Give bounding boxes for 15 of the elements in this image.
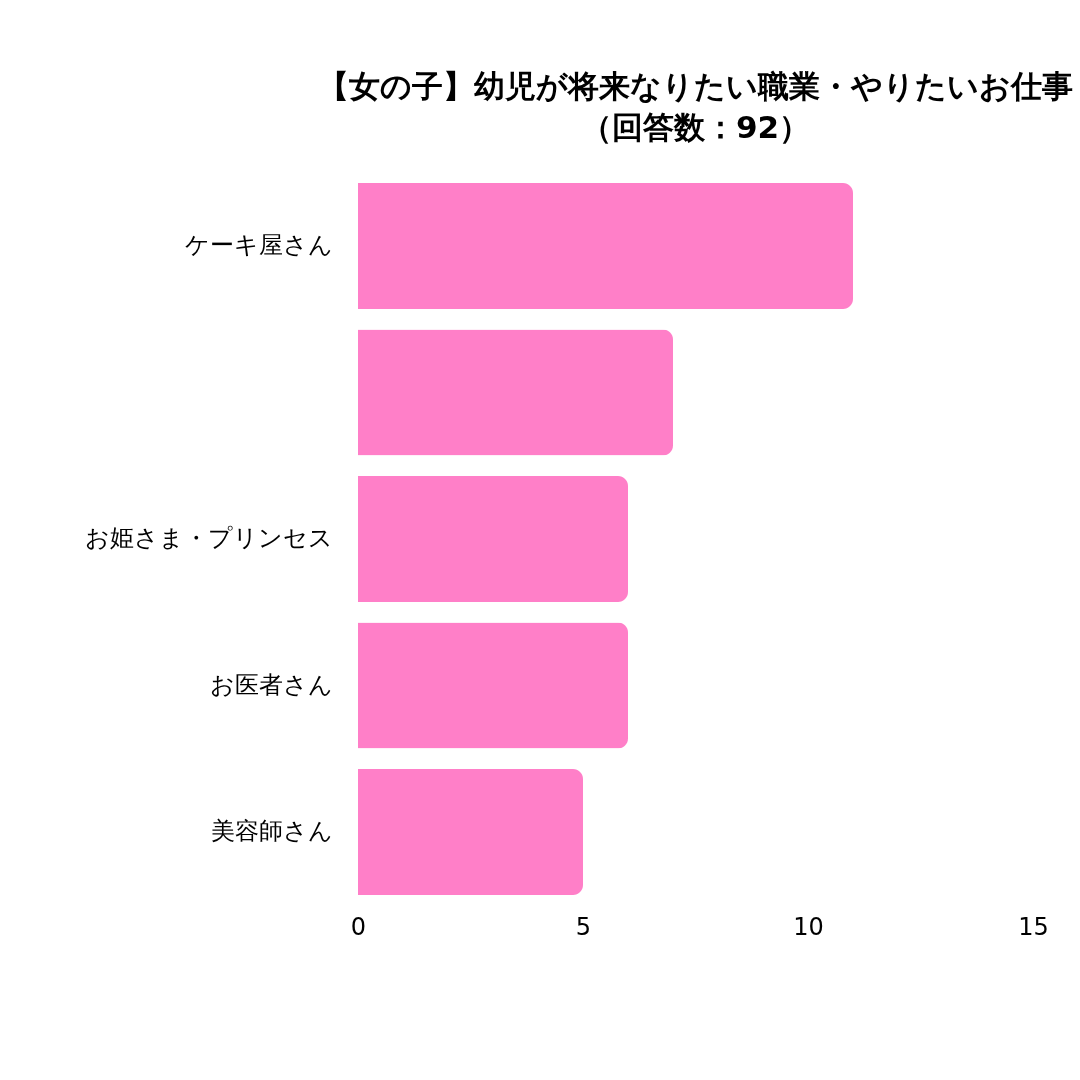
y-tick-label: ケーキ屋さん bbox=[184, 231, 333, 259]
x-tick-label: 10 bbox=[793, 912, 824, 941]
chart-title: 【女の子】幼児が将来なりたい職業・やりたいお仕事 bbox=[318, 68, 1073, 104]
y-tick-label: お医者さん bbox=[209, 670, 333, 699]
x-tick-label: 0 bbox=[350, 912, 367, 941]
bar bbox=[358, 769, 583, 895]
x-tick-label: 5 bbox=[575, 912, 592, 941]
bar bbox=[358, 476, 628, 602]
x-tick-label: 15 bbox=[1018, 912, 1049, 941]
bar bbox=[358, 329, 673, 456]
y-tick-label: お姫さま・プリンセス bbox=[84, 524, 333, 552]
chart-subtitle: （回答数：92） bbox=[580, 109, 811, 145]
bar bbox=[358, 622, 628, 749]
bar bbox=[358, 183, 853, 309]
y-tick-label: 美容師さん bbox=[210, 817, 333, 845]
